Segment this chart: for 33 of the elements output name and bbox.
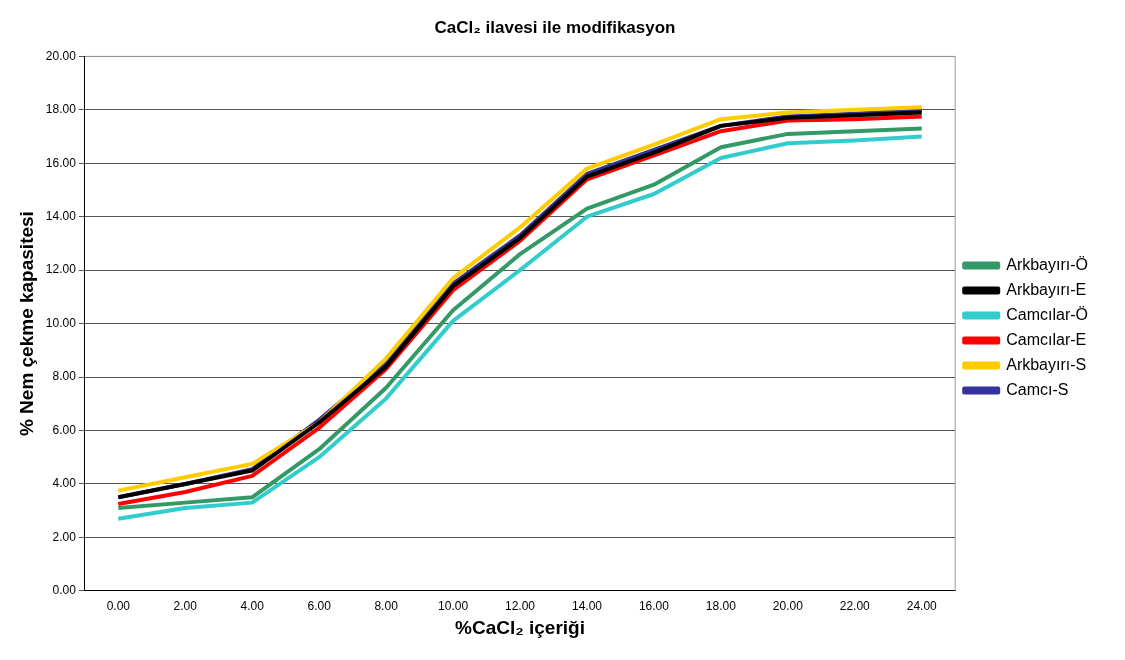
- x-tick-label: 24.00: [906, 599, 938, 614]
- y-axis-title: % Nem çekme kapasitesi: [15, 211, 37, 437]
- y-tick-label: 8.00: [52, 369, 77, 384]
- x-tick-label: 22.00: [839, 599, 871, 614]
- y-tick-label: 10.00: [45, 315, 77, 330]
- y-tick-label: 12.00: [45, 262, 77, 277]
- legend-label: Arkbayırı-E: [1006, 280, 1087, 298]
- x-tick-label: 14.00: [571, 599, 603, 614]
- x-tick-label: 8.00: [374, 599, 399, 614]
- legend-label: Arkbayırı-Ö: [1006, 255, 1089, 273]
- x-tick-label: 10.00: [438, 599, 469, 614]
- y-tick-label: 4.00: [52, 476, 77, 491]
- x-tick-label: 2.00: [173, 599, 198, 614]
- y-tick-label: 20.00: [45, 48, 77, 63]
- y-tick-label: 14.00: [45, 209, 77, 224]
- y-tick-label: 0.00: [52, 583, 77, 598]
- legend-label: Camcılar-E: [1006, 330, 1087, 348]
- x-tick-label: 0.00: [106, 599, 131, 614]
- x-tick-label: 16.00: [638, 599, 670, 614]
- legend-label: Arkbayırı-S: [1006, 355, 1087, 373]
- y-tick-label: 6.00: [52, 422, 77, 437]
- x-tick-label: 12.00: [505, 599, 536, 614]
- chart-title: CaCl₂ ilavesi ile modifikasyon: [434, 17, 676, 37]
- y-tick-label: 16.00: [45, 155, 77, 170]
- legend-label: Camcı-S: [1006, 380, 1069, 398]
- y-tick-label: 2.00: [52, 529, 77, 544]
- y-tick-label: 18.00: [45, 102, 77, 117]
- x-tick-label: 20.00: [772, 599, 804, 614]
- x-tick-label: 18.00: [705, 599, 737, 614]
- legend-label: Camcılar-Ö: [1006, 305, 1088, 323]
- x-tick-label: 4.00: [240, 599, 265, 614]
- x-tick-label: 6.00: [307, 599, 332, 614]
- x-axis-title: %CaCl₂ içeriği: [455, 616, 585, 638]
